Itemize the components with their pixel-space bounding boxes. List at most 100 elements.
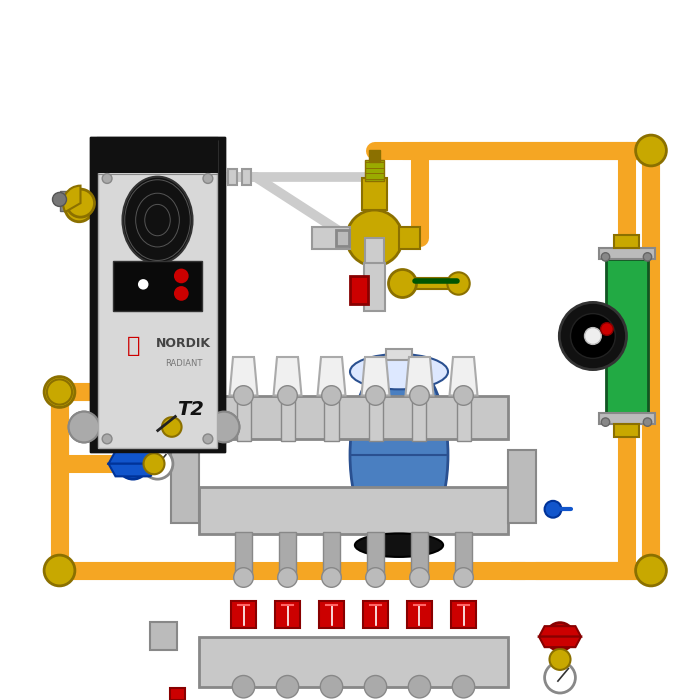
FancyBboxPatch shape — [411, 532, 428, 578]
Circle shape — [365, 386, 385, 405]
FancyBboxPatch shape — [319, 601, 344, 628]
FancyBboxPatch shape — [364, 262, 385, 312]
FancyBboxPatch shape — [90, 136, 225, 452]
Ellipse shape — [122, 176, 192, 263]
Circle shape — [139, 280, 148, 288]
Circle shape — [643, 253, 652, 261]
FancyBboxPatch shape — [412, 391, 426, 441]
Circle shape — [452, 676, 475, 698]
Circle shape — [175, 270, 188, 282]
Circle shape — [47, 379, 72, 405]
Circle shape — [601, 418, 610, 426]
Circle shape — [66, 189, 94, 217]
FancyBboxPatch shape — [451, 601, 476, 628]
Circle shape — [546, 623, 574, 651]
Ellipse shape — [209, 412, 239, 442]
FancyBboxPatch shape — [150, 622, 177, 650]
FancyBboxPatch shape — [60, 198, 80, 211]
FancyBboxPatch shape — [172, 450, 200, 523]
FancyBboxPatch shape — [598, 248, 654, 259]
Polygon shape — [539, 626, 581, 637]
FancyBboxPatch shape — [399, 228, 420, 248]
Circle shape — [550, 649, 570, 670]
Circle shape — [174, 287, 185, 298]
Circle shape — [144, 454, 164, 475]
Circle shape — [559, 302, 626, 370]
Circle shape — [322, 386, 342, 405]
Circle shape — [454, 568, 473, 587]
Circle shape — [364, 676, 386, 698]
FancyBboxPatch shape — [98, 138, 217, 172]
Circle shape — [454, 386, 473, 405]
FancyBboxPatch shape — [362, 178, 387, 210]
Ellipse shape — [69, 412, 99, 442]
FancyBboxPatch shape — [350, 276, 368, 304]
Circle shape — [601, 253, 610, 261]
Text: T2: T2 — [177, 400, 204, 419]
FancyBboxPatch shape — [415, 278, 454, 289]
FancyBboxPatch shape — [90, 136, 225, 452]
Circle shape — [142, 448, 173, 479]
FancyBboxPatch shape — [363, 601, 388, 628]
Text: T2: T2 — [177, 400, 204, 419]
Circle shape — [102, 434, 112, 444]
Circle shape — [545, 501, 561, 518]
FancyBboxPatch shape — [70, 199, 81, 209]
Polygon shape — [449, 357, 477, 395]
Circle shape — [545, 662, 575, 693]
Circle shape — [322, 568, 342, 587]
Polygon shape — [361, 357, 389, 395]
Text: NORDIK: NORDIK — [156, 337, 211, 350]
FancyBboxPatch shape — [281, 391, 295, 441]
Polygon shape — [108, 451, 158, 463]
Ellipse shape — [209, 412, 239, 442]
Text: Ⓝ: Ⓝ — [127, 337, 141, 356]
Ellipse shape — [350, 357, 448, 553]
Ellipse shape — [69, 412, 99, 442]
Polygon shape — [539, 637, 581, 647]
Circle shape — [643, 418, 652, 426]
Circle shape — [162, 417, 181, 437]
Circle shape — [636, 555, 666, 586]
FancyBboxPatch shape — [98, 140, 217, 448]
Polygon shape — [230, 357, 258, 395]
FancyBboxPatch shape — [336, 230, 349, 246]
Circle shape — [447, 272, 470, 295]
FancyBboxPatch shape — [235, 532, 252, 578]
Text: RADIANT: RADIANT — [165, 362, 202, 371]
Polygon shape — [108, 463, 158, 476]
FancyBboxPatch shape — [228, 169, 237, 186]
FancyBboxPatch shape — [231, 601, 256, 628]
FancyBboxPatch shape — [455, 532, 472, 578]
Circle shape — [570, 314, 615, 358]
FancyBboxPatch shape — [367, 532, 384, 578]
Circle shape — [234, 386, 253, 405]
FancyBboxPatch shape — [279, 532, 296, 578]
Circle shape — [278, 568, 298, 587]
FancyBboxPatch shape — [60, 191, 77, 202]
FancyBboxPatch shape — [170, 687, 186, 700]
Circle shape — [94, 382, 116, 402]
FancyBboxPatch shape — [456, 391, 470, 441]
Circle shape — [234, 568, 253, 587]
Circle shape — [174, 270, 185, 281]
Circle shape — [636, 135, 666, 166]
Circle shape — [118, 448, 148, 479]
Text: RADIANT: RADIANT — [165, 359, 202, 368]
Polygon shape — [318, 357, 346, 395]
FancyBboxPatch shape — [614, 235, 639, 248]
Circle shape — [44, 377, 75, 407]
FancyBboxPatch shape — [98, 138, 217, 172]
FancyBboxPatch shape — [365, 160, 384, 181]
FancyBboxPatch shape — [237, 391, 251, 441]
Circle shape — [52, 193, 66, 206]
Wedge shape — [63, 186, 80, 212]
FancyBboxPatch shape — [275, 601, 300, 628]
Circle shape — [203, 434, 213, 444]
Circle shape — [365, 568, 385, 587]
Circle shape — [346, 210, 402, 266]
Circle shape — [65, 194, 93, 222]
FancyBboxPatch shape — [368, 391, 382, 441]
Circle shape — [140, 281, 147, 288]
Circle shape — [232, 676, 255, 698]
